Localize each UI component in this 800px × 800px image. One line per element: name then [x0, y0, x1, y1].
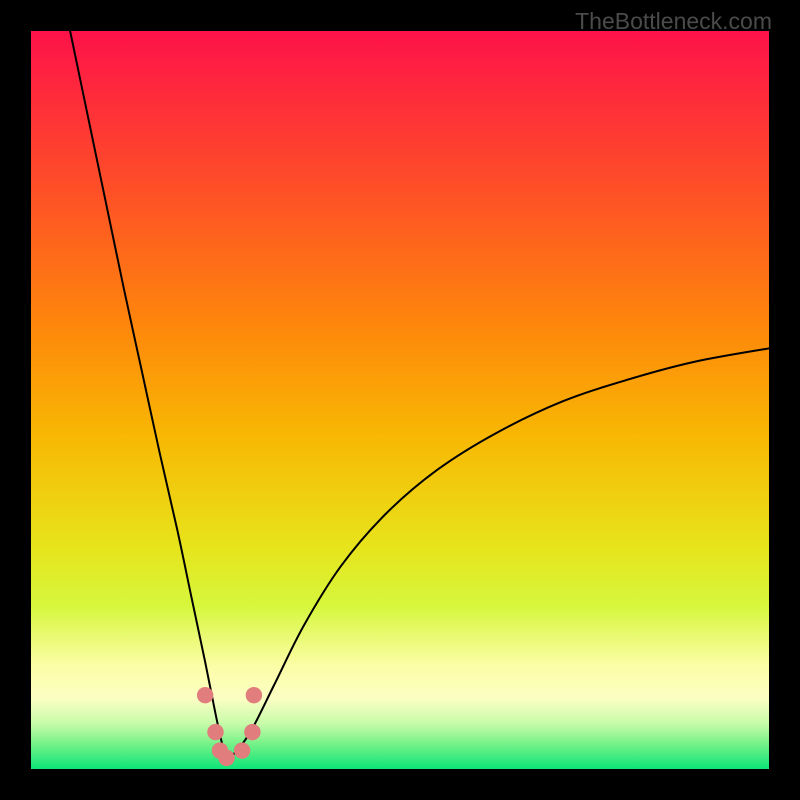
data-marker — [246, 687, 262, 703]
data-marker — [207, 724, 223, 740]
data-marker — [197, 687, 213, 703]
gradient-background — [31, 31, 769, 769]
data-marker — [244, 724, 260, 740]
data-marker — [218, 750, 234, 766]
chart-container: TheBottleneck.com — [0, 0, 800, 800]
bottleneck-curve-chart — [31, 31, 769, 769]
data-marker — [234, 742, 250, 758]
watermark-text: TheBottleneck.com — [575, 8, 772, 35]
